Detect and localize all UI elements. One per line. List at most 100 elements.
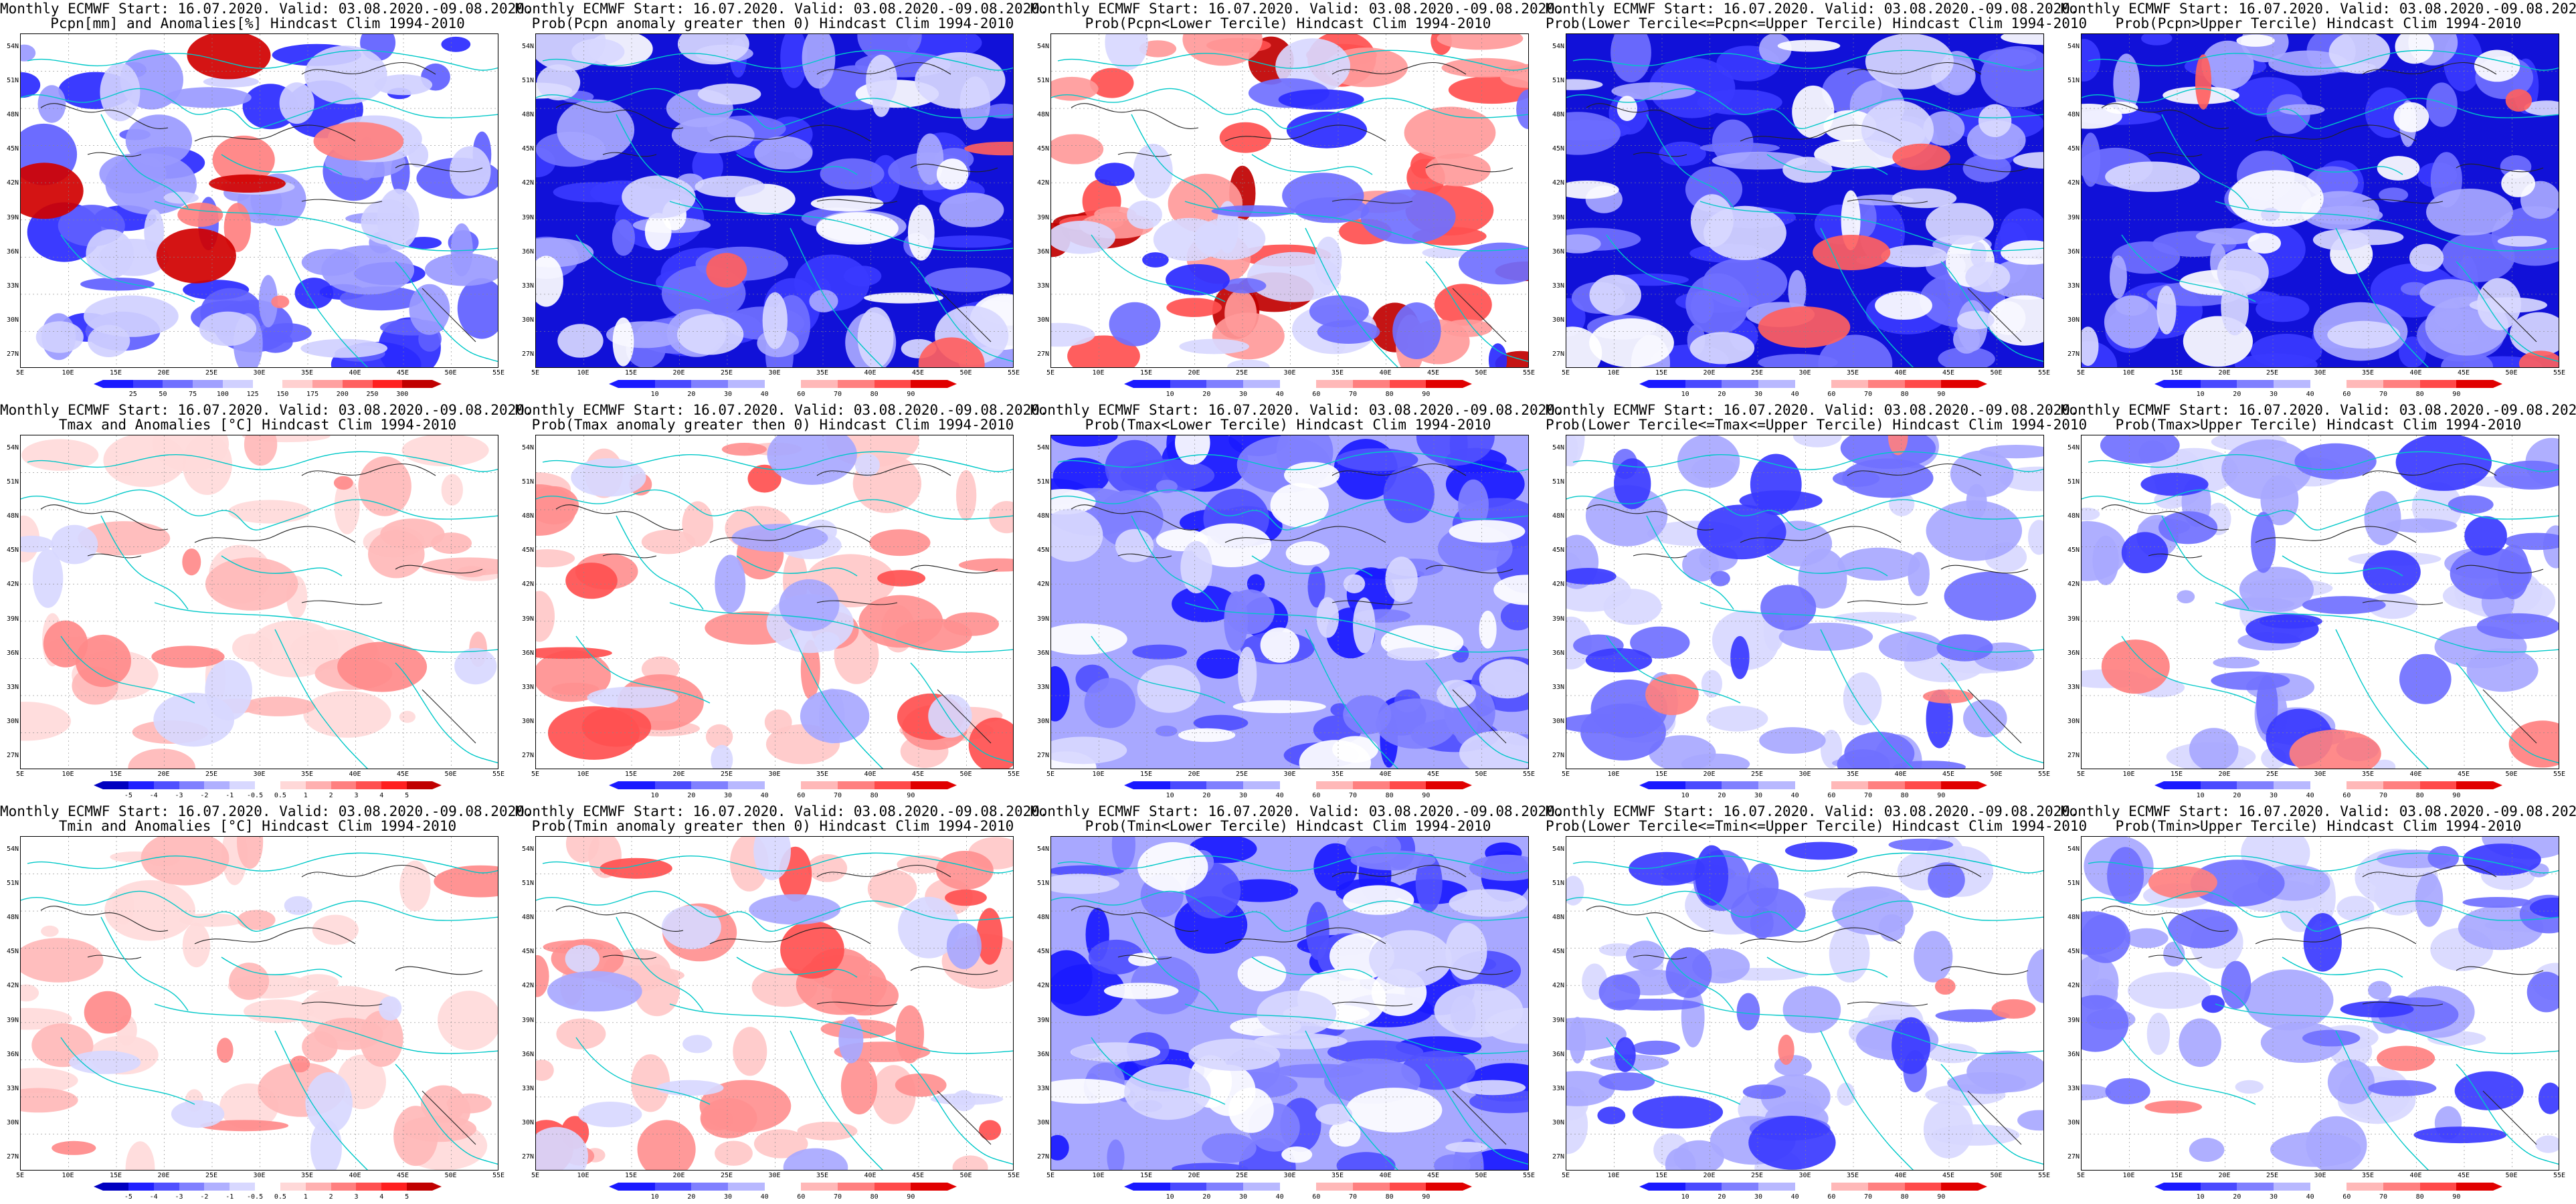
coastline bbox=[910, 261, 1013, 363]
field-cell bbox=[1843, 672, 1882, 726]
contour-line bbox=[2101, 103, 2229, 129]
field-cell bbox=[1833, 611, 1917, 624]
field-cell bbox=[2177, 590, 2195, 603]
latitude-label: 27N bbox=[1552, 350, 1564, 358]
field-cell bbox=[1376, 698, 1457, 749]
field-cell bbox=[2336, 896, 2375, 922]
map-canvas bbox=[2081, 435, 2559, 769]
field-cell bbox=[441, 474, 463, 506]
field-cell bbox=[69, 1050, 141, 1074]
colorbar-segment bbox=[163, 380, 193, 388]
contour-line bbox=[1586, 504, 1714, 530]
longitude-label: 5E bbox=[15, 771, 25, 778]
field-cell bbox=[1314, 236, 1342, 286]
colorbar-segment bbox=[153, 1183, 179, 1191]
field-cell bbox=[334, 478, 360, 534]
latitude-label: 54N bbox=[1552, 43, 1564, 50]
field-cell bbox=[612, 317, 634, 367]
field-cell bbox=[2082, 132, 2101, 187]
coastline bbox=[221, 154, 343, 175]
latitude-label: 51N bbox=[6, 880, 19, 888]
coastline bbox=[2282, 154, 2403, 175]
colorbar-tick-label: 60 bbox=[1827, 1193, 1836, 1201]
colorbar-segment bbox=[153, 781, 179, 789]
field-cell bbox=[1222, 278, 1267, 294]
colorbar-tick-label: 80 bbox=[1900, 792, 1909, 799]
colorbar-arrow-right bbox=[1978, 380, 1988, 388]
colorbar-tick-label: 25 bbox=[128, 391, 137, 398]
contour-line bbox=[1331, 600, 1413, 605]
map-field bbox=[2082, 34, 2559, 367]
field-cell bbox=[1589, 318, 1674, 367]
map-panel: Monthly ECMWF Start: 16.07.2020. Valid: … bbox=[2061, 401, 2576, 803]
field-cell bbox=[936, 851, 994, 890]
field-cell bbox=[578, 1102, 642, 1128]
contour-line bbox=[2148, 553, 2203, 559]
coastline bbox=[2082, 88, 2559, 130]
colorbar-tick-label: 40 bbox=[760, 391, 769, 398]
longitude-label: 15E bbox=[1655, 369, 1668, 377]
longitude-label: 50E bbox=[444, 369, 457, 377]
field-cell bbox=[1238, 647, 1257, 702]
coastline bbox=[1646, 114, 1734, 209]
field-cell bbox=[1746, 863, 1779, 907]
longitude-label: 15E bbox=[2170, 771, 2183, 778]
field-cell bbox=[21, 984, 39, 1002]
colorbar-tick-label: -3 bbox=[175, 792, 183, 799]
longitude-label: 10E bbox=[62, 369, 74, 377]
longitude-label: 40E bbox=[1894, 1172, 1907, 1179]
colorbar-tick-label: 60 bbox=[1827, 792, 1836, 799]
longitude-label: 30E bbox=[1799, 1172, 1811, 1179]
colorbar-segment bbox=[2164, 380, 2201, 388]
colorbar-tick-label: -1 bbox=[225, 1193, 234, 1201]
field-cell bbox=[810, 195, 884, 211]
field-cell bbox=[1865, 34, 1954, 90]
latitude-label: 42N bbox=[1552, 179, 1564, 187]
colorbar-tick-label: 30 bbox=[1754, 1193, 1763, 1201]
longitude-label: 45E bbox=[1942, 771, 1955, 778]
coastline bbox=[1606, 234, 1741, 302]
colorbar-arrow-right bbox=[1463, 781, 1473, 789]
colorbar-tick-label: 30 bbox=[2269, 792, 2278, 799]
panel-title: Monthly ECMWF Start: 16.07.2020. Valid: … bbox=[2061, 803, 2576, 819]
longitude-label: 40E bbox=[349, 771, 361, 778]
field-cell bbox=[1677, 435, 1740, 488]
contour-line bbox=[301, 464, 436, 476]
longitude-label: 20E bbox=[157, 1172, 170, 1179]
longitude-label: 30E bbox=[2314, 1172, 2326, 1179]
field-cell bbox=[731, 524, 828, 553]
contour-line bbox=[910, 565, 998, 574]
latitude-label: 39N bbox=[521, 615, 534, 623]
field-cell bbox=[1237, 956, 1287, 992]
longitude-label: 35E bbox=[816, 369, 829, 377]
color-bar bbox=[2154, 781, 2503, 789]
field-cell bbox=[2235, 1080, 2264, 1094]
colorbar-arrow-left bbox=[94, 380, 103, 388]
field-cell bbox=[721, 443, 767, 456]
colorbar-tick-label: 10 bbox=[650, 1193, 659, 1201]
field-cell bbox=[656, 1080, 724, 1096]
field-cell bbox=[1778, 1034, 1795, 1065]
field-cell bbox=[2148, 866, 2217, 899]
field-cell bbox=[2494, 460, 2559, 490]
colorbar-segment bbox=[1243, 380, 1280, 388]
colorbar-tick-label: 30 bbox=[723, 792, 733, 799]
field-cell bbox=[1109, 302, 1161, 346]
latitude-label: 33N bbox=[2067, 683, 2080, 691]
color-bar bbox=[1639, 1183, 1988, 1191]
field-cell bbox=[1360, 189, 1456, 244]
field-cell bbox=[1278, 89, 1364, 110]
longitude-label: 55E bbox=[1522, 369, 1536, 377]
map-canvas bbox=[1050, 435, 1529, 769]
panel-title: Monthly ECMWF Start: 16.07.2020. Valid: … bbox=[515, 1, 1048, 17]
latitude-label: 45N bbox=[6, 145, 19, 153]
map-canvas bbox=[535, 435, 1014, 769]
colorbar-tick-label: -2 bbox=[200, 1193, 209, 1201]
coastline bbox=[1251, 154, 1373, 175]
colorbar-segment bbox=[1206, 380, 1244, 388]
field-cell bbox=[75, 634, 131, 688]
latitude-label: 33N bbox=[521, 282, 534, 290]
coastline bbox=[2335, 629, 2429, 769]
contour-line bbox=[1224, 124, 1386, 142]
field-cell bbox=[1107, 1139, 1125, 1170]
